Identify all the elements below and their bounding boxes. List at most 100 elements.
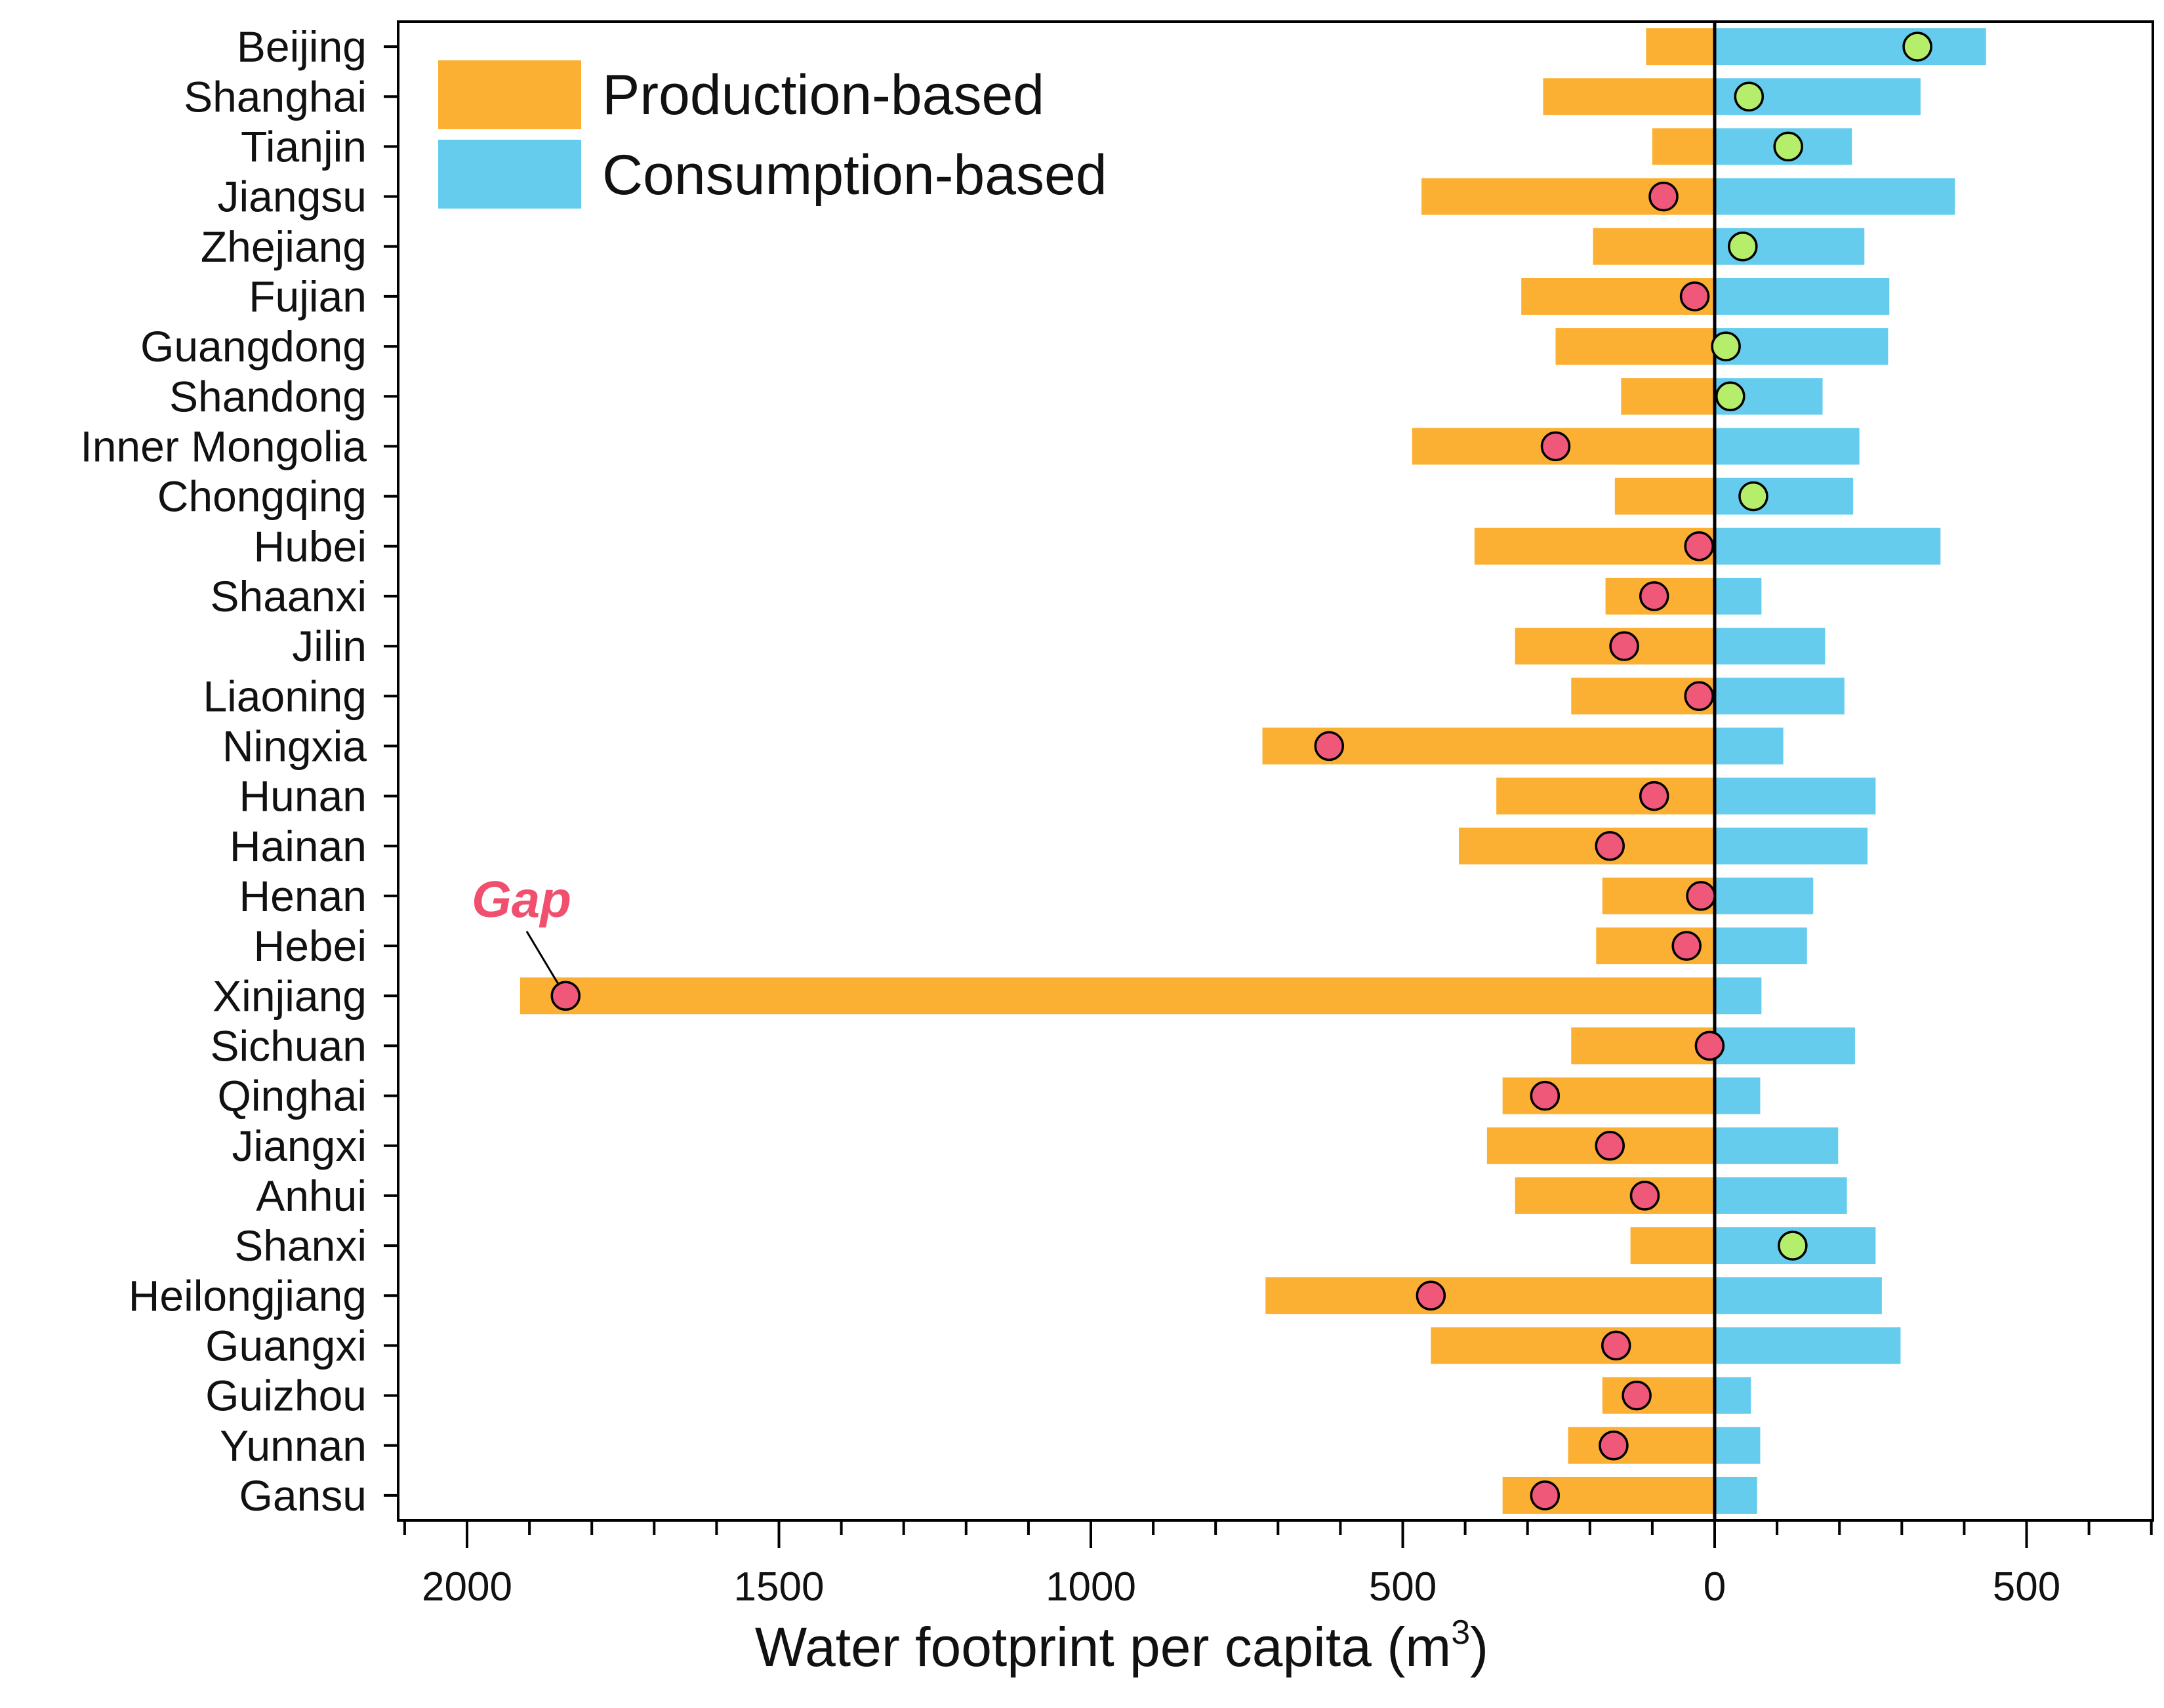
x-tick-label--500: 500 [1369,1564,1437,1610]
y-tick-label-zhejiang: Zhejiang [201,222,367,271]
y-tick-label-yunnan: Yunnan [220,1421,367,1470]
gap-marker-heilongjiang [1416,1280,1446,1311]
gap-marker-anhui [1629,1181,1660,1211]
x-tick-label--2000: 2000 [422,1564,512,1610]
consumption-bar-qinghai [1715,1077,1761,1114]
production-bar-hubei [1474,527,1715,565]
y-tick-label-shaanxi: Shaanxi [210,572,367,620]
legend-label-production: Production-based [602,64,1044,127]
gap-marker-jiangsu [1648,181,1679,212]
gap-marker-shaanxi [1639,581,1669,611]
gap-marker-inner-mongolia [1540,431,1571,462]
gap-marker-fujian [1679,281,1710,312]
consumption-bar-inner-mongolia [1715,428,1860,465]
consumption-bar-hunan [1715,777,1876,815]
consumption-bar-jilin [1715,628,1826,665]
gap-marker-hunan [1639,781,1669,811]
gap-marker-tianjin [1773,131,1803,162]
consumption-bar-guangdong [1715,328,1888,365]
gap-marker-jilin [1609,631,1639,661]
legend-label-consumption: Consumption-based [602,144,1107,207]
consumption-bar-yunnan [1715,1427,1761,1464]
gap-annotation: Gap [472,870,571,986]
consumption-bar-xinjiang [1715,977,1762,1015]
y-tick-label-gansu: Gansu [239,1471,367,1520]
production-bar-heilongjiang [1265,1277,1715,1314]
consumption-bar-shaanxi [1715,577,1762,615]
gap-marker-hubei [1684,531,1714,561]
y-tick-label-jiangxi: Jiangxi [232,1122,367,1170]
production-bar-guangdong [1555,328,1715,365]
y-tick-label-inner-mongolia: Inner Mongolia [80,422,367,470]
y-tick-label-jiangsu: Jiangsu [218,173,367,221]
gap-marker-hainan [1595,831,1625,861]
production-bar-tianjin [1652,128,1715,165]
y-tick-label-sichuan: Sichuan [210,1021,367,1070]
y-tick-label-henan: Henan [239,872,367,920]
consumption-bar-heilongjiang [1715,1277,1882,1314]
y-tick-label-xinjiang: Xinjiang [213,971,367,1020]
production-bar-yunnan [1568,1427,1715,1464]
production-bar-chongqing [1614,478,1715,515]
production-bar-shanxi [1630,1227,1715,1265]
consumption-bar-henan [1715,877,1814,914]
x-axis-title: Water footprint per capita (m3) [755,1614,1488,1678]
gap-marker-zhejiang [1728,232,1758,262]
gap-marker-yunnan [1599,1431,1629,1461]
legend: Production-based Consumption-based [438,60,1107,209]
x-axis: 2000 1500 1000 500 0 500 [403,1520,2153,1610]
consumption-bar-fujian [1715,277,1890,315]
gap-marker-qinghai [1530,1080,1561,1111]
consumption-bar-liaoning [1715,678,1845,715]
y-tick-label-heilongjiang: Heilongjiang [129,1271,367,1320]
production-bars [520,28,1715,1514]
consumption-bar-jiangsu [1715,178,1955,215]
y-tick-label-hainan: Hainan [230,822,367,870]
y-tick-label-ningxia: Ningxia [222,722,367,770]
gap-marker-xinjiang [550,981,581,1011]
consumption-bar-sichuan [1715,1027,1855,1065]
consumption-bar-chongqing [1715,478,1854,515]
production-bar-shandong [1621,378,1715,415]
plot-frame [397,20,2154,1522]
production-bar-xinjiang [520,977,1715,1015]
gap-marker-shanxi [1778,1230,1808,1261]
y-axis: BeijingShanghaiTianjinJiangsuZhejiangFuj… [80,22,398,1520]
gap-marker-shandong [1715,381,1745,411]
y-tick-label-shanghai: Shanghai [184,72,367,121]
gap-marker-ningxia [1314,731,1345,762]
gap-marker-hebei [1671,931,1702,961]
production-bar-sichuan [1571,1027,1715,1065]
production-bar-zhejiang [1593,228,1715,265]
x-tick-label--1000: 1000 [1046,1564,1136,1610]
y-tick-label-shanxi: Shanxi [234,1221,367,1270]
consumption-bars [1715,28,1986,1514]
y-tick-label-hubei: Hubei [254,522,367,571]
x-axis-title-superscript: 3 [1451,1614,1470,1652]
x-axis-title-suffix: ) [1470,1616,1488,1678]
gap-marker-guizhou [1622,1380,1652,1411]
consumption-bar-hubei [1715,527,1941,565]
annotation-text: Gap [472,870,571,928]
gap-marker-sichuan [1694,1030,1725,1061]
x-tick-label-500: 500 [1993,1564,2060,1610]
production-bar-shanghai [1543,78,1715,115]
gap-markers [550,31,1932,1511]
y-tick-label-guangdong: Guangdong [140,322,367,371]
gap-marker-liaoning [1684,681,1714,711]
y-tick-label-fujian: Fujian [249,272,367,321]
y-tick-label-anhui: Anhui [256,1171,367,1220]
y-tick-label-qinghai: Qinghai [218,1072,367,1120]
production-bar-beijing [1646,28,1715,66]
gap-marker-beijing [1902,31,1932,62]
consumption-bar-anhui [1715,1177,1847,1214]
gap-marker-guangxi [1601,1330,1631,1361]
y-tick-label-guangxi: Guangxi [205,1321,367,1370]
y-tick-label-liaoning: Liaoning [203,672,367,720]
gap-marker-henan [1686,881,1716,911]
production-bar-hunan [1496,777,1715,815]
production-bar-guizhou [1602,1377,1715,1414]
y-tick-label-beijing: Beijing [237,22,367,71]
y-tick-label-chongqing: Chongqing [157,472,367,521]
